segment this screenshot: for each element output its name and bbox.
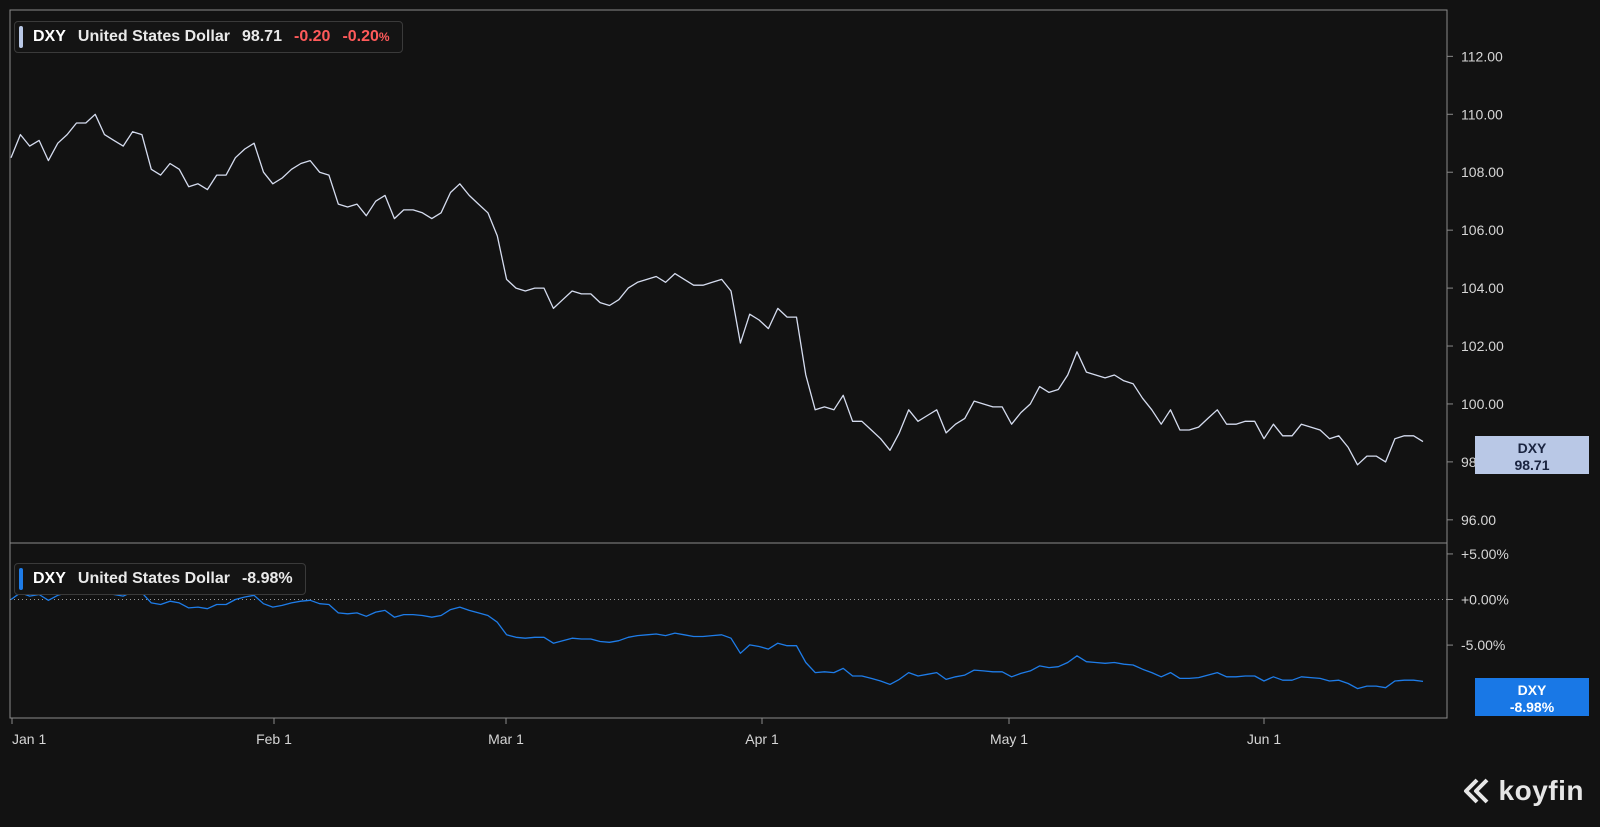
last-price-tag: DXY 98.71 [1475,436,1589,474]
x-tick-label: Mar 1 [488,731,524,747]
price-series-swatch [19,26,23,48]
x-tick-label: Jan 1 [12,731,46,747]
legend-symbol: DXY [33,28,66,45]
tag-value: -8.98% [1509,699,1555,715]
y-tick-label: +0.00% [1461,592,1509,608]
y-tick-label: 100.00 [1461,396,1504,412]
y-tick-label: 110.00 [1461,106,1503,122]
tag-value: 98.71 [1514,457,1550,473]
legend-change: -0.20 [293,28,331,45]
y-tick-label: 102.00 [1461,338,1504,354]
last-perf-tag: DXY -8.98% [1475,678,1589,716]
perf-pane-frame [9,542,1448,719]
tag-symbol: DXY [1517,682,1547,698]
perf-series-swatch [19,568,23,590]
legend-symbol: DXY [33,570,66,587]
y-tick-label: 106.00 [1461,222,1504,238]
x-tick-label: Feb 1 [256,731,292,747]
y-tick-label: -5.00% [1461,637,1505,653]
tag-symbol: DXY [1517,440,1547,456]
dxy-performance-line [10,586,1424,690]
legend-performance: -8.98% [241,570,293,587]
legend-name: United States Dollar [77,28,230,45]
y-tick-label: 96.00 [1461,512,1496,528]
y-tick-label: 108.00 [1461,164,1504,180]
dxy-price-line [10,113,1424,466]
y-tick-label: +5.00% [1461,546,1509,562]
koyfin-logo-icon [1463,778,1488,804]
logo-text: koyfin [1498,775,1584,806]
x-tick-label: Jun 1 [1247,731,1281,747]
price-pane-frame [9,9,1448,544]
x-tick-label: Apr 1 [745,731,779,747]
legend-change-pct: -0.20% [342,28,390,45]
legend-last-price: 98.71 [241,28,282,45]
y-tick-label: 112.00 [1461,48,1503,64]
legend-name: United States Dollar [77,570,230,587]
koyfin-logo[interactable]: koyfin [1463,775,1584,807]
perf-legend[interactable]: DXY United States Dollar -8.98% [14,563,306,595]
x-tick-label: May 1 [990,731,1028,747]
price-legend[interactable]: DXY United States Dollar 98.71 -0.20 -0.… [14,21,403,53]
y-tick-label: 104.00 [1461,280,1504,296]
